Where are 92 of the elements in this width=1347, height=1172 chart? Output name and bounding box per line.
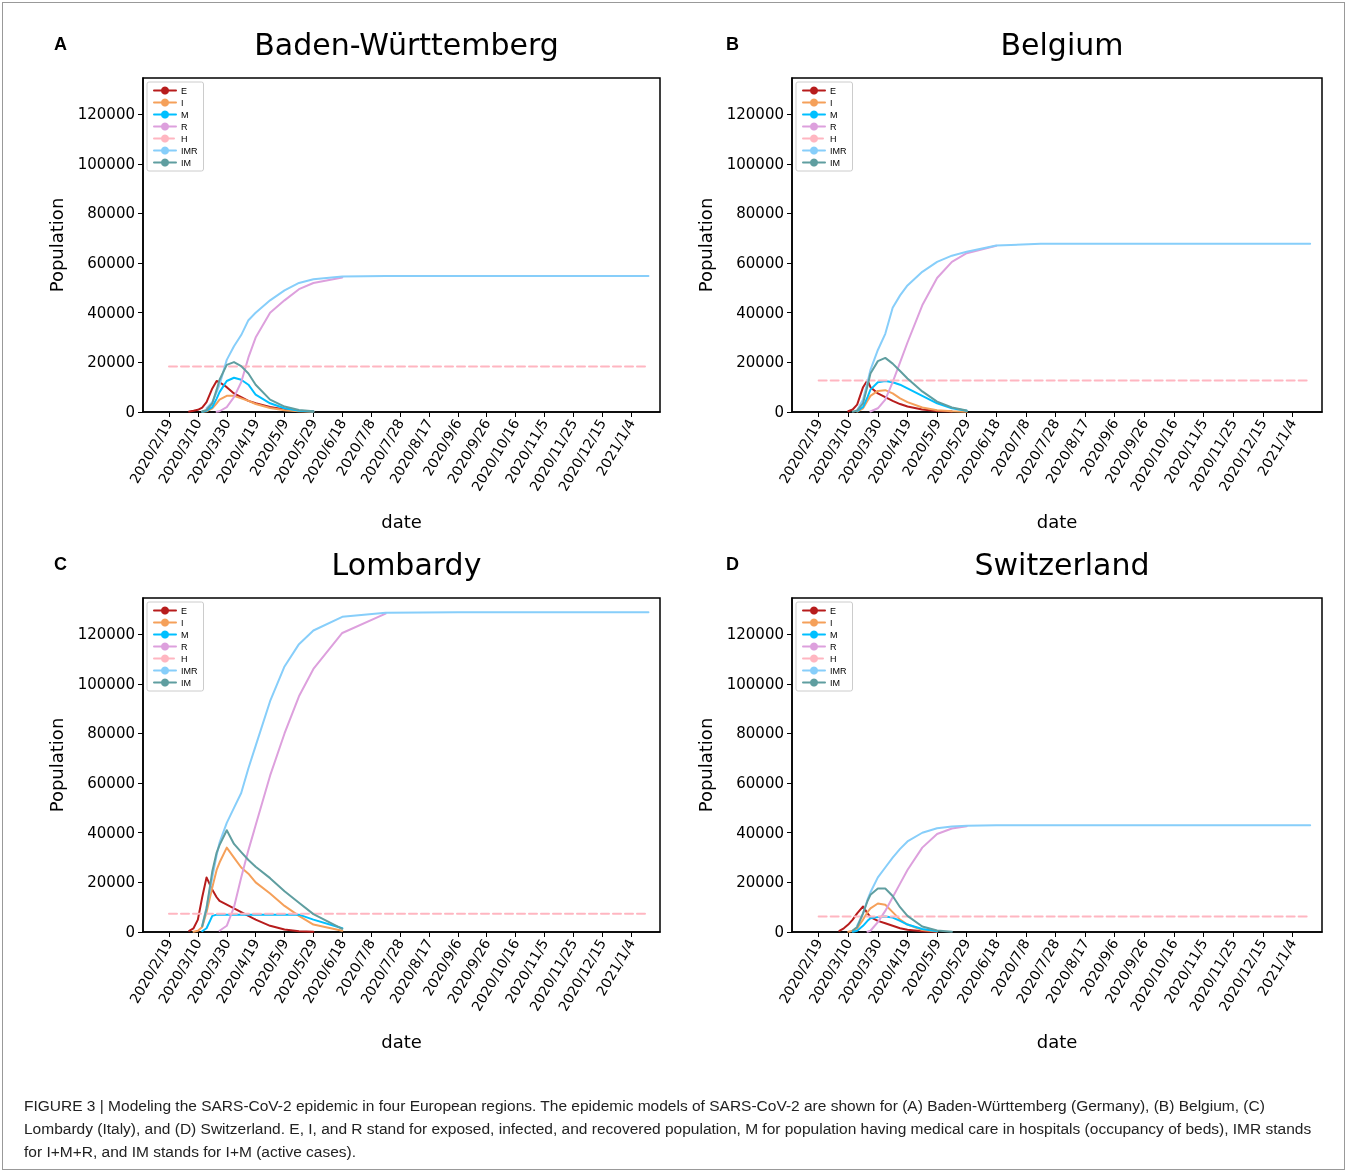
y-tick-label: 80000 xyxy=(736,204,784,223)
legend-label: IMR xyxy=(830,665,847,676)
text: A xyxy=(54,34,67,55)
y-tick-label: 40000 xyxy=(87,303,135,322)
legend-label: M xyxy=(181,109,189,120)
y-tick-label: 40000 xyxy=(736,303,784,322)
line-series xyxy=(201,361,315,413)
y-tick-label: 20000 xyxy=(87,353,135,372)
y-tick-label: 60000 xyxy=(87,254,135,273)
y-tick-label: 100000 xyxy=(77,674,135,693)
legend-label: IM xyxy=(830,677,840,688)
y-tick-label: 80000 xyxy=(87,204,135,223)
y-axis-title: Population xyxy=(694,717,716,813)
chart-title: Lombardy xyxy=(331,546,482,582)
line-series xyxy=(201,611,650,927)
line-series xyxy=(201,913,344,933)
x-axis-title: date xyxy=(1036,1030,1078,1052)
y-tick-label: 40000 xyxy=(736,823,784,842)
line-series xyxy=(838,905,939,933)
y-tick-label: 20000 xyxy=(87,873,135,892)
y-axis-title: Population xyxy=(694,197,716,293)
legend-label: IM xyxy=(830,157,840,168)
legend-label: IM xyxy=(181,157,191,168)
legend-label: E xyxy=(181,605,188,616)
legend-label: R xyxy=(830,121,837,132)
y-tick-label: 0 xyxy=(125,923,135,941)
chart-title: Switzerland xyxy=(974,546,1150,582)
line-series xyxy=(866,825,968,933)
line-series xyxy=(192,846,344,933)
text: D xyxy=(726,554,739,575)
line-series xyxy=(856,379,968,413)
legend-label: I xyxy=(181,617,184,628)
legend-label: M xyxy=(181,629,189,640)
legend-label: E xyxy=(830,85,837,96)
legend-label: IMR xyxy=(181,665,198,676)
y-axis-title: Population xyxy=(45,717,67,813)
x-axis-title: date xyxy=(381,510,422,532)
y-tick-label: 40000 xyxy=(87,823,135,842)
legend-label: H xyxy=(830,133,837,144)
legend-label: M xyxy=(830,629,838,640)
legend-label: I xyxy=(181,97,184,108)
chart-title: Belgium xyxy=(1000,26,1124,62)
y-tick-label: 100000 xyxy=(726,674,784,693)
line-series xyxy=(218,612,387,932)
line-series xyxy=(188,876,315,933)
line-series xyxy=(205,275,650,410)
y-tick-label: 0 xyxy=(774,403,784,421)
line-series xyxy=(856,824,1312,927)
line-series xyxy=(851,356,968,413)
y-tick-label: 60000 xyxy=(736,254,784,273)
line-series xyxy=(201,394,315,413)
y-tick-label: 0 xyxy=(125,403,135,421)
x-axis-title: date xyxy=(1036,510,1078,532)
chart-title: Baden-Württemberg xyxy=(254,26,559,62)
y-tick-label: 100000 xyxy=(726,154,784,173)
legend-label: E xyxy=(181,85,188,96)
y-tick-label: 60000 xyxy=(87,774,135,793)
caption: FIGURE 3 | Modeling the SARS-CoV-2 epidemic in four European regions. The epidemic models of SARS-CoV-2 are shown for (A) Baden-Württemberg (Germany), (B) Belgium, (C) Lombardy (Italy), and (D) Switzerland. E, I, and R stand for exposed, infected, and recovered population, M for population having medical care in hospitals (occupancy of beds), IMR stands for I+M+R, and IM stands for I+M (active cases). xyxy=(24,1096,1313,1162)
y-tick-label: 120000 xyxy=(726,625,784,644)
line-series xyxy=(215,276,344,413)
legend-label: H xyxy=(181,653,188,664)
legend-label: I xyxy=(830,617,833,628)
legend-label: E xyxy=(830,605,837,616)
line-series xyxy=(856,242,1312,412)
y-tick-label: 120000 xyxy=(77,625,135,644)
legend-label: R xyxy=(181,121,188,132)
text: B xyxy=(726,34,739,55)
legend-label: IM xyxy=(181,677,191,688)
legend-label: H xyxy=(181,133,188,144)
line-series xyxy=(201,829,344,930)
y-tick-label: 0 xyxy=(774,923,784,941)
line-series xyxy=(851,915,939,933)
y-tick-label: 20000 xyxy=(736,353,784,372)
y-tick-label: 100000 xyxy=(77,154,135,173)
legend-label: I xyxy=(830,97,833,108)
text: C xyxy=(54,554,67,575)
y-tick-label: 80000 xyxy=(87,724,135,743)
y-tick-label: 80000 xyxy=(736,724,784,743)
legend-label: R xyxy=(830,641,837,652)
x-axis-title: date xyxy=(381,1030,422,1052)
line-series xyxy=(851,887,953,933)
legend-label: IMR xyxy=(181,145,198,156)
legend-label: M xyxy=(830,109,838,120)
y-tick-label: 20000 xyxy=(736,873,784,892)
y-tick-label: 120000 xyxy=(726,105,784,124)
legend-label: IMR xyxy=(830,145,847,156)
y-tick-label: 120000 xyxy=(77,105,135,124)
line-series xyxy=(869,244,998,413)
legend-label: H xyxy=(830,653,837,664)
y-axis-title: Population xyxy=(45,197,67,293)
y-tick-label: 60000 xyxy=(736,774,784,793)
legend-label: R xyxy=(181,641,188,652)
